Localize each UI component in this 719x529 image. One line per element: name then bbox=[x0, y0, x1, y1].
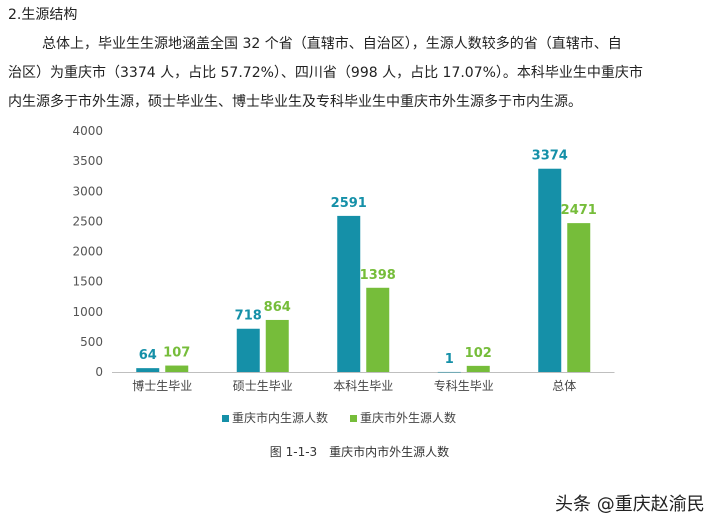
data-label: 2591 bbox=[331, 196, 367, 211]
data-label: 1398 bbox=[360, 268, 396, 283]
bar bbox=[265, 319, 289, 372]
data-label: 3374 bbox=[532, 149, 568, 164]
legend-item: 重庆市外生源人数 bbox=[350, 409, 456, 426]
bar bbox=[236, 328, 260, 372]
body-paragraph: 总体上，毕业生生源地涵盖全国 32 个省（直辖市、自治区），生源人数较多的省（直… bbox=[8, 30, 713, 117]
legend-swatch bbox=[222, 415, 229, 422]
section-heading: 2.生源结构 bbox=[8, 7, 78, 23]
data-label: 864 bbox=[264, 300, 291, 315]
y-tick-label: 3000 bbox=[72, 184, 103, 198]
legend-swatch bbox=[350, 415, 358, 422]
x-tick-label: 博士生毕业 bbox=[132, 378, 192, 393]
bar bbox=[538, 168, 562, 372]
y-tick-label: 3500 bbox=[72, 154, 103, 168]
bar bbox=[165, 365, 189, 372]
y-tick-label: 1000 bbox=[72, 305, 103, 319]
paragraph-line: 总体上，毕业生生源地涵盖全国 32 个省（直辖市、自治区），生源人数较多的省（直… bbox=[42, 36, 622, 52]
data-label: 718 bbox=[235, 309, 262, 324]
bar bbox=[567, 223, 591, 372]
legend-label: 重庆市内生源人数 bbox=[232, 411, 329, 425]
y-tick-label: 0 bbox=[95, 365, 103, 379]
y-tick-label: 500 bbox=[80, 335, 103, 349]
y-tick-label: 1500 bbox=[72, 275, 103, 289]
paragraph-line: 内生源多于市外生源，硕士毕业生、博士毕业生及专科毕业生中重庆市外生源多于市内生源… bbox=[8, 94, 582, 110]
paragraph-line: 治区）为重庆市（3374 人，占比 57.72%）、四川省（998 人，占比 1… bbox=[8, 65, 643, 81]
data-label: 2471 bbox=[561, 203, 597, 218]
x-tick-label: 专科生毕业 bbox=[434, 378, 494, 393]
watermark: 头条 @重庆赵渝民 bbox=[555, 494, 705, 515]
bar bbox=[366, 287, 390, 372]
bar-chart: 0 500 1000 1500 2000 2500 3000 3500 4000 博士生毕业 64 1… bbox=[72, 124, 615, 393]
x-tick-label: 总体 bbox=[552, 379, 576, 393]
legend-item: 重庆市内生源人数 bbox=[222, 409, 328, 426]
y-tick-label: 2500 bbox=[72, 214, 103, 228]
data-label: 102 bbox=[465, 346, 492, 361]
data-label: 107 bbox=[163, 346, 190, 361]
bar bbox=[136, 368, 160, 372]
bar bbox=[466, 365, 490, 372]
y-tick-label: 2000 bbox=[72, 245, 103, 259]
data-label: 64 bbox=[139, 348, 157, 363]
y-tick-label: 4000 bbox=[72, 124, 103, 138]
x-tick-label: 本科生毕业 bbox=[333, 379, 393, 393]
bar bbox=[437, 371, 461, 373]
figure-caption: 图 1-1-3 重庆市内市外生源人数 bbox=[269, 445, 450, 459]
x-tick-label: 硕士生毕业 bbox=[233, 379, 293, 393]
chart-legend: 重庆市内生源人数 重庆市外生源人数 bbox=[222, 409, 456, 426]
bar bbox=[337, 215, 361, 372]
data-label: 1 bbox=[445, 352, 454, 367]
legend-label: 重庆市外生源人数 bbox=[360, 411, 457, 425]
